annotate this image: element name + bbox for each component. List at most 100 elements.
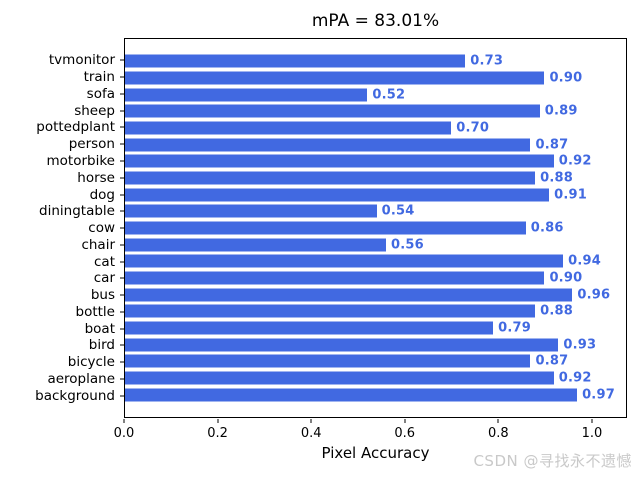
y-tick-label: cat bbox=[94, 253, 115, 270]
x-tick-label: 0.2 bbox=[207, 426, 228, 441]
bar-sheep bbox=[125, 104, 540, 118]
bar-aeroplane bbox=[125, 371, 554, 385]
bar-value-label: 0.86 bbox=[530, 220, 564, 236]
bar-bus bbox=[125, 288, 573, 302]
bar-cat bbox=[125, 254, 564, 268]
bar-value-label: 0.54 bbox=[381, 203, 415, 219]
watermark: CSDN @寻找永不遗憾 bbox=[473, 452, 632, 470]
chart-title: mPA = 83.01% bbox=[311, 11, 440, 31]
bar-row-boat: 0.79 bbox=[125, 320, 626, 337]
bar-value-label: 0.88 bbox=[540, 303, 573, 319]
bar-row-train: 0.90 bbox=[125, 70, 626, 87]
x-tick-label: 0.0 bbox=[113, 426, 135, 441]
y-tick-label: background bbox=[35, 387, 115, 404]
bar-row-background: 0.97 bbox=[125, 386, 626, 403]
bar-dog bbox=[125, 188, 550, 202]
bar-row-aeroplane: 0.92 bbox=[125, 370, 626, 387]
y-tick-label: boat bbox=[84, 320, 115, 337]
bar-sofa bbox=[125, 88, 368, 102]
bar-row-diningtable: 0.54 bbox=[125, 203, 626, 220]
bar-row-cat: 0.94 bbox=[125, 253, 626, 270]
y-tick-label: cow bbox=[88, 220, 115, 237]
y-tick-label: car bbox=[93, 270, 115, 287]
y-tick-label: diningtable bbox=[39, 203, 115, 220]
bar-horse bbox=[125, 171, 536, 185]
x-tick-mark bbox=[217, 419, 219, 423]
bar-value-label: 0.87 bbox=[535, 353, 569, 369]
bar-car bbox=[125, 271, 545, 285]
bar-row-car: 0.90 bbox=[125, 270, 626, 287]
bar-value-label: 0.56 bbox=[390, 237, 424, 253]
y-tick-label: dog bbox=[89, 186, 115, 203]
bar-row-chair: 0.56 bbox=[125, 236, 626, 253]
y-tick-label: aeroplane bbox=[47, 370, 115, 387]
bar-bicycle bbox=[125, 354, 531, 368]
bar-value-label: 0.90 bbox=[549, 70, 583, 86]
bar-pottedplant bbox=[125, 121, 452, 135]
y-tick-label: bird bbox=[88, 337, 115, 354]
bar-person bbox=[125, 138, 531, 152]
x-tick-mark bbox=[310, 419, 312, 423]
x-tick-mark bbox=[404, 419, 406, 423]
bar-bottle bbox=[125, 304, 536, 318]
bar-boat bbox=[125, 321, 494, 335]
bar-row-bird: 0.93 bbox=[125, 336, 626, 353]
bar-row-pottedplant: 0.70 bbox=[125, 120, 626, 137]
bar-row-sheep: 0.89 bbox=[125, 103, 626, 120]
bars-rows: 0.73 0.90 0.52 0.89 0.70 0.87 0.92 0.88 0.91 0.54… bbox=[125, 39, 626, 417]
bar-row-bottle: 0.88 bbox=[125, 303, 626, 320]
bar-value-label: 0.89 bbox=[544, 103, 578, 119]
y-tick-label: sofa bbox=[86, 85, 115, 102]
bar-row-tvmonitor: 0.73 bbox=[125, 53, 626, 70]
bar-value-label: 0.93 bbox=[563, 337, 597, 353]
bar-row-horse: 0.88 bbox=[125, 170, 626, 187]
bar-row-sofa: 0.52 bbox=[125, 86, 626, 103]
bar-value-label: 0.90 bbox=[549, 270, 583, 286]
y-tick-label: bus bbox=[90, 287, 115, 304]
plot-area: 0.73 0.90 0.52 0.89 0.70 0.87 0.92 0.88 0.91 0.54… bbox=[124, 38, 627, 418]
bar-background bbox=[125, 388, 578, 402]
y-tick-label: pottedplant bbox=[36, 119, 115, 136]
y-tick-label: bottle bbox=[75, 303, 115, 320]
y-tick-label: motorbike bbox=[46, 152, 115, 169]
bar-row-cow: 0.86 bbox=[125, 220, 626, 237]
y-tick-label: horse bbox=[77, 169, 115, 186]
bar-cow bbox=[125, 221, 526, 235]
y-tick-label: person bbox=[68, 136, 115, 153]
x-tick-mark bbox=[591, 419, 593, 423]
bar-bird bbox=[125, 338, 559, 352]
bar-value-label: 0.70 bbox=[456, 120, 490, 136]
bar-row-motorbike: 0.92 bbox=[125, 153, 626, 170]
bar-motorbike bbox=[125, 154, 554, 168]
x-axis: 0.0 0.2 0.4 0.6 0.8 1.0 bbox=[114, 419, 627, 445]
bar-row-bicycle: 0.87 bbox=[125, 353, 626, 370]
y-tick-label: chair bbox=[81, 236, 115, 253]
bar-diningtable bbox=[125, 204, 377, 218]
bar-row-dog: 0.91 bbox=[125, 186, 626, 203]
x-tick-label: 1.0 bbox=[581, 426, 603, 441]
bar-value-label: 0.96 bbox=[577, 287, 611, 303]
y-tick-labels: tvmonitor train sofa sheep pottedplant person… bbox=[0, 38, 115, 418]
y-tick-label: bicycle bbox=[67, 354, 115, 371]
bar-value-label: 0.88 bbox=[540, 170, 573, 186]
x-axis-label: Pixel Accuracy bbox=[321, 444, 430, 462]
x-tick-label: 0.6 bbox=[394, 426, 416, 441]
bar-tvmonitor bbox=[125, 54, 466, 68]
y-tick-label: train bbox=[83, 69, 115, 86]
bar-value-label: 0.97 bbox=[582, 387, 615, 403]
bar-value-label: 0.92 bbox=[558, 370, 592, 386]
bar-row-bus: 0.96 bbox=[125, 286, 626, 303]
y-tick-label: sheep bbox=[74, 102, 115, 119]
x-tick-mark bbox=[123, 419, 125, 423]
bar-train bbox=[125, 71, 545, 85]
bar-value-label: 0.91 bbox=[554, 187, 587, 203]
x-tick-mark bbox=[497, 419, 499, 423]
bar-chair bbox=[125, 238, 386, 252]
x-tick-label: 0.8 bbox=[487, 426, 509, 441]
x-tick-label: 0.4 bbox=[300, 426, 322, 441]
bar-value-label: 0.73 bbox=[470, 53, 504, 69]
bar-value-label: 0.92 bbox=[558, 153, 592, 169]
bar-row-person: 0.87 bbox=[125, 136, 626, 153]
bar-value-label: 0.79 bbox=[498, 320, 532, 336]
